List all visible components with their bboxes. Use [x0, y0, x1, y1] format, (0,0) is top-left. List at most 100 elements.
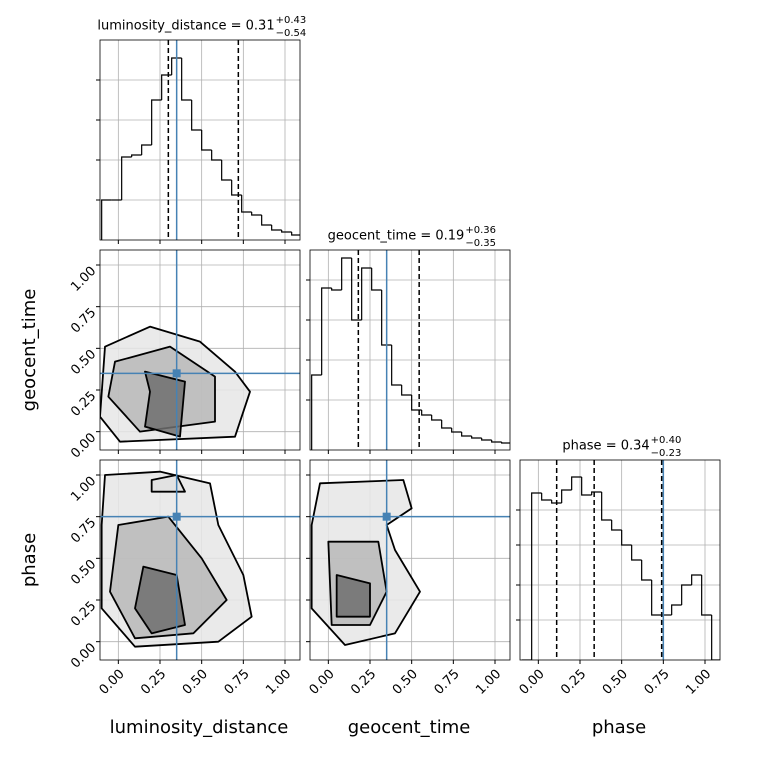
- x-tick-label: 1.00: [473, 667, 504, 698]
- y-tick-label: 0.50: [68, 557, 99, 588]
- hist-bin: [431, 415, 442, 421]
- title-plus: +0.40: [651, 435, 682, 446]
- y-axis-label: phase: [19, 533, 40, 587]
- panel-frame: [309, 249, 511, 451]
- hist-bin: [261, 215, 272, 226]
- y-tick-label: 0.25: [68, 389, 99, 420]
- x-tick-label: 0.25: [348, 667, 379, 698]
- x-tick-label: 0.50: [600, 667, 631, 698]
- hist-bin: [621, 530, 632, 546]
- panel: [310, 250, 510, 450]
- hist-bin: [121, 156, 132, 200]
- hist-bin: [161, 74, 172, 100]
- title-plus: +0.36: [465, 225, 496, 236]
- hist-bin: [631, 545, 642, 561]
- hist-bin: [361, 267, 372, 320]
- hist-bin: [421, 410, 432, 416]
- x-tick-label: 0.00: [307, 667, 338, 698]
- x-tick-label: 0.00: [97, 667, 128, 698]
- hist-bin: [691, 574, 702, 585]
- hist-bin: [141, 144, 152, 155]
- x-tick-label: 0.25: [138, 667, 169, 698]
- x-tick-label: 0.75: [222, 667, 253, 698]
- hist-bin: [471, 436, 482, 439]
- hist-bin: [591, 491, 602, 495]
- x-tick-label: 0.25: [558, 667, 589, 698]
- y-tick-label: 0.50: [68, 347, 99, 378]
- panel: [100, 460, 300, 660]
- hist-bin: [101, 199, 112, 240]
- panel-title: luminosity_distance = 0.31: [97, 19, 274, 34]
- panel: [310, 460, 510, 660]
- hist-bin: [641, 560, 652, 581]
- hist-bin: [191, 100, 202, 131]
- hist-bin: [671, 604, 682, 615]
- x-axis-label: geocent_time: [348, 717, 471, 738]
- hist-bin: [321, 287, 332, 375]
- hist-bin: [201, 130, 212, 151]
- y-tick-label: 0.75: [68, 305, 99, 336]
- hist-bin: [581, 477, 592, 496]
- hist-bin: [451, 428, 462, 433]
- panel: [520, 460, 720, 660]
- panel-frame: [99, 249, 301, 451]
- hist-bin: [381, 290, 392, 346]
- contour: [144, 370, 186, 438]
- hist-bin: [701, 575, 712, 616]
- panel: [100, 40, 300, 240]
- hist-bin: [331, 288, 342, 291]
- truth-point: [382, 512, 391, 521]
- hist-bin: [291, 232, 300, 236]
- y-tick-label: 1.00: [68, 474, 99, 505]
- x-axis-label: phase: [592, 717, 646, 738]
- hist-bin: [251, 212, 262, 216]
- hist-bin: [181, 58, 192, 101]
- hist-bin: [411, 395, 422, 411]
- truth-point: [172, 512, 181, 521]
- x-tick-label: 1.00: [683, 667, 714, 698]
- panel-title: geocent_time = 0.19: [328, 229, 465, 244]
- panel-frame: [309, 459, 511, 661]
- hist-bin: [171, 57, 182, 75]
- x-tick-label: 0.75: [432, 667, 463, 698]
- panel-title: phase = 0.34: [562, 439, 649, 454]
- hist-bin: [311, 374, 322, 450]
- panel: [100, 250, 300, 450]
- hist-bin: [651, 580, 662, 616]
- hist-bin: [391, 345, 402, 386]
- x-axis-label: luminosity_distance: [110, 717, 289, 738]
- hist-bin: [601, 492, 612, 521]
- title-plus: +0.43: [276, 15, 307, 26]
- hist-bin: [611, 520, 622, 531]
- contour: [134, 565, 186, 635]
- x-tick-label: 0.50: [390, 667, 421, 698]
- hist-bin: [441, 420, 452, 429]
- title-minus: −0.23: [651, 448, 682, 459]
- hist-bin: [491, 440, 502, 443]
- hist-bin: [281, 230, 292, 233]
- hist-bin: [551, 500, 562, 504]
- title-minus: −0.54: [276, 28, 307, 39]
- x-tick-label: 0.50: [180, 667, 211, 698]
- x-tick-label: 0.00: [517, 667, 548, 698]
- truth-point: [172, 369, 181, 378]
- hist-bin: [131, 154, 142, 157]
- hist-bin: [571, 476, 582, 490]
- x-tick-label: 1.00: [263, 667, 294, 698]
- hist-bin: [341, 257, 352, 290]
- hist-bin: [271, 225, 282, 231]
- hist-bin: [501, 442, 510, 444]
- hist-bin: [241, 195, 252, 213]
- contour: [335, 574, 371, 618]
- hist-bin: [461, 432, 472, 437]
- hist-bin: [401, 385, 412, 396]
- hist-bin: [371, 268, 382, 291]
- hist-bin: [351, 258, 362, 321]
- hist-bin: [151, 99, 162, 145]
- panel-frame: [519, 459, 721, 661]
- hist-bin: [531, 492, 542, 660]
- y-tick-label: 0.75: [68, 515, 99, 546]
- hist-bin: [231, 180, 242, 196]
